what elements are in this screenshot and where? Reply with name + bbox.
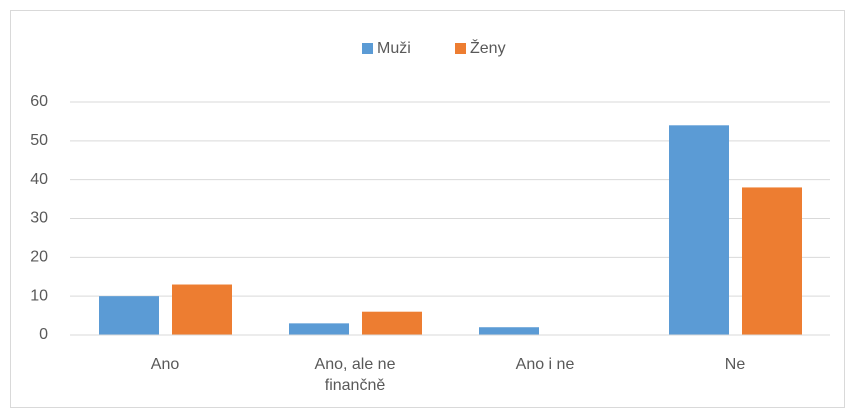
y-tick-label: 60 xyxy=(30,93,48,110)
legend-label: Ženy xyxy=(470,38,506,57)
y-tick-label: 40 xyxy=(30,171,48,188)
legend-label: Muži xyxy=(377,40,411,57)
y-tick-label: 10 xyxy=(30,287,48,304)
x-tick-label: Ano, ale ne finančně xyxy=(314,356,396,394)
x-tick-label: Ano xyxy=(150,356,180,373)
legend-swatch xyxy=(455,43,466,54)
x-tick-label: Ne xyxy=(724,356,746,373)
bar xyxy=(669,125,729,335)
y-tick-label: 20 xyxy=(30,249,48,266)
bar xyxy=(479,327,539,335)
bar xyxy=(742,187,802,335)
bar xyxy=(172,284,232,335)
y-tick-label: 30 xyxy=(30,210,48,227)
bar xyxy=(99,296,159,335)
bar xyxy=(362,311,422,335)
y-tick-label: 0 xyxy=(39,326,48,343)
bar xyxy=(289,323,349,335)
legend-swatch xyxy=(362,43,373,54)
y-tick-label: 50 xyxy=(30,132,48,149)
x-tick-label: Ano i ne xyxy=(515,356,575,373)
